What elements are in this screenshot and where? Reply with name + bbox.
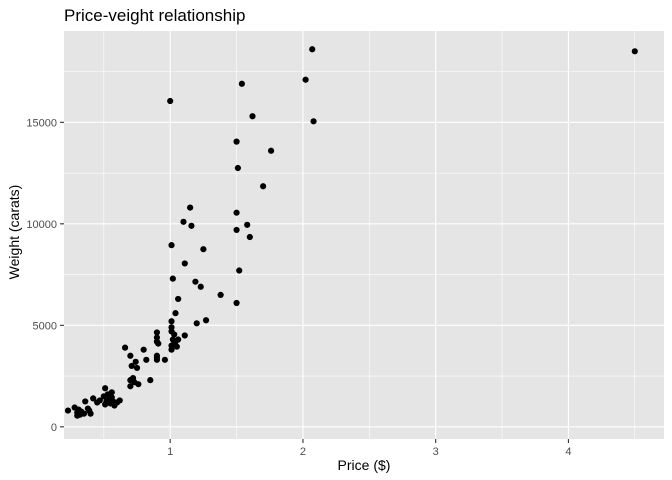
data-point — [631, 48, 638, 55]
axis-ticks — [60, 121, 569, 443]
data-point — [200, 246, 207, 253]
data-point — [161, 356, 168, 363]
x-tick-labels: 1 2 3 4 — [167, 446, 571, 458]
x-tick-label: 4 — [565, 446, 571, 458]
data-point — [187, 204, 194, 211]
data-point — [108, 389, 115, 396]
chart-title: Price-veight relationship — [64, 6, 245, 25]
x-axis-title: Price ($) — [338, 457, 391, 473]
data-point — [309, 46, 316, 53]
grid-major — [64, 31, 664, 439]
data-point — [140, 346, 147, 353]
data-point — [168, 242, 175, 249]
data-point — [169, 275, 176, 282]
data-point — [132, 358, 139, 365]
y-tick-label: 5000 — [33, 320, 57, 332]
data-point — [82, 398, 89, 405]
data-point — [64, 407, 72, 414]
data-point — [181, 260, 188, 267]
data-point — [173, 343, 180, 350]
data-point — [192, 278, 199, 285]
data-point — [267, 147, 275, 154]
y-axis-title: Weight (carats) — [6, 185, 22, 280]
grid-minor — [64, 31, 664, 439]
data-point — [87, 410, 94, 417]
data-point — [172, 310, 179, 317]
data-point — [233, 209, 240, 216]
data-point — [147, 377, 154, 384]
data-point — [197, 283, 204, 290]
data-point — [121, 344, 129, 351]
data-point — [168, 318, 175, 325]
data-point — [310, 118, 317, 125]
data-points — [64, 46, 638, 419]
x-tick-label: 3 — [433, 446, 439, 458]
data-point — [127, 383, 134, 390]
plot-panel — [64, 31, 664, 439]
data-point — [102, 385, 109, 392]
data-point — [188, 222, 195, 229]
data-point — [233, 138, 240, 145]
data-point — [246, 233, 253, 241]
y-tick-label: 0 — [51, 422, 57, 434]
data-point — [155, 340, 162, 347]
data-point — [153, 356, 161, 363]
data-point — [175, 295, 182, 303]
data-point — [181, 332, 188, 339]
data-point — [233, 299, 240, 307]
data-point — [168, 346, 175, 353]
data-point — [236, 267, 243, 274]
x-tick-label: 2 — [300, 446, 306, 458]
data-point — [90, 395, 97, 402]
data-point — [153, 329, 161, 336]
data-point — [127, 352, 134, 359]
data-point — [193, 320, 200, 327]
x-tick-label: 1 — [167, 446, 173, 458]
data-point — [238, 80, 245, 87]
data-point — [128, 362, 135, 370]
data-point — [234, 164, 241, 172]
data-point — [96, 397, 103, 404]
data-point — [302, 76, 309, 83]
data-point — [244, 221, 251, 228]
data-point — [233, 226, 240, 234]
data-point — [171, 331, 178, 338]
data-point — [217, 291, 224, 298]
data-point — [249, 113, 256, 120]
data-point — [260, 183, 267, 190]
data-point — [133, 364, 141, 372]
data-point — [167, 97, 174, 105]
data-point — [116, 397, 123, 404]
data-point — [202, 317, 210, 324]
y-tick-labels: 0 5000 10000 15000 — [26, 117, 57, 433]
y-tick-label: 10000 — [26, 219, 57, 231]
data-point — [80, 410, 88, 417]
data-point — [175, 336, 182, 343]
data-point — [143, 356, 150, 363]
data-point — [180, 218, 187, 225]
data-point — [135, 381, 142, 388]
y-tick-label: 15000 — [26, 117, 57, 129]
